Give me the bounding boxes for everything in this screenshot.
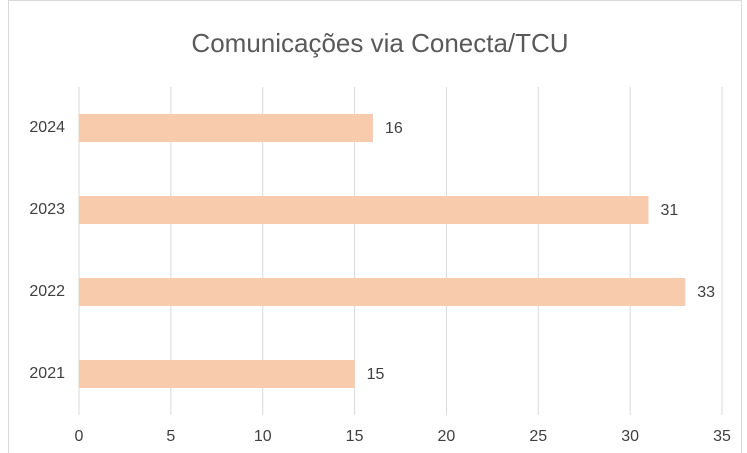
x-tick-label: 20 xyxy=(438,428,456,445)
bar xyxy=(79,114,373,142)
x-tick-label: 10 xyxy=(254,428,272,445)
data-label: 16 xyxy=(385,120,403,137)
x-tick-label: 0 xyxy=(75,428,84,445)
x-tick-label: 30 xyxy=(621,428,639,445)
data-label: 31 xyxy=(661,202,679,219)
chart-title: Comunicações via Conecta/TCU xyxy=(191,28,568,58)
bar xyxy=(79,360,355,388)
y-tick-label: 2023 xyxy=(29,201,65,218)
y-tick-label: 2022 xyxy=(29,283,65,300)
x-tick-label: 5 xyxy=(166,428,175,445)
y-tick-label: 2021 xyxy=(29,365,65,382)
bar xyxy=(79,196,649,224)
x-tick-label: 15 xyxy=(346,428,364,445)
x-tick-label: 25 xyxy=(529,428,547,445)
x-tick-label: 35 xyxy=(713,428,731,445)
data-label: 15 xyxy=(367,366,385,383)
bar xyxy=(79,278,686,306)
y-tick-label: 2024 xyxy=(29,119,65,136)
data-label: 33 xyxy=(697,284,715,301)
